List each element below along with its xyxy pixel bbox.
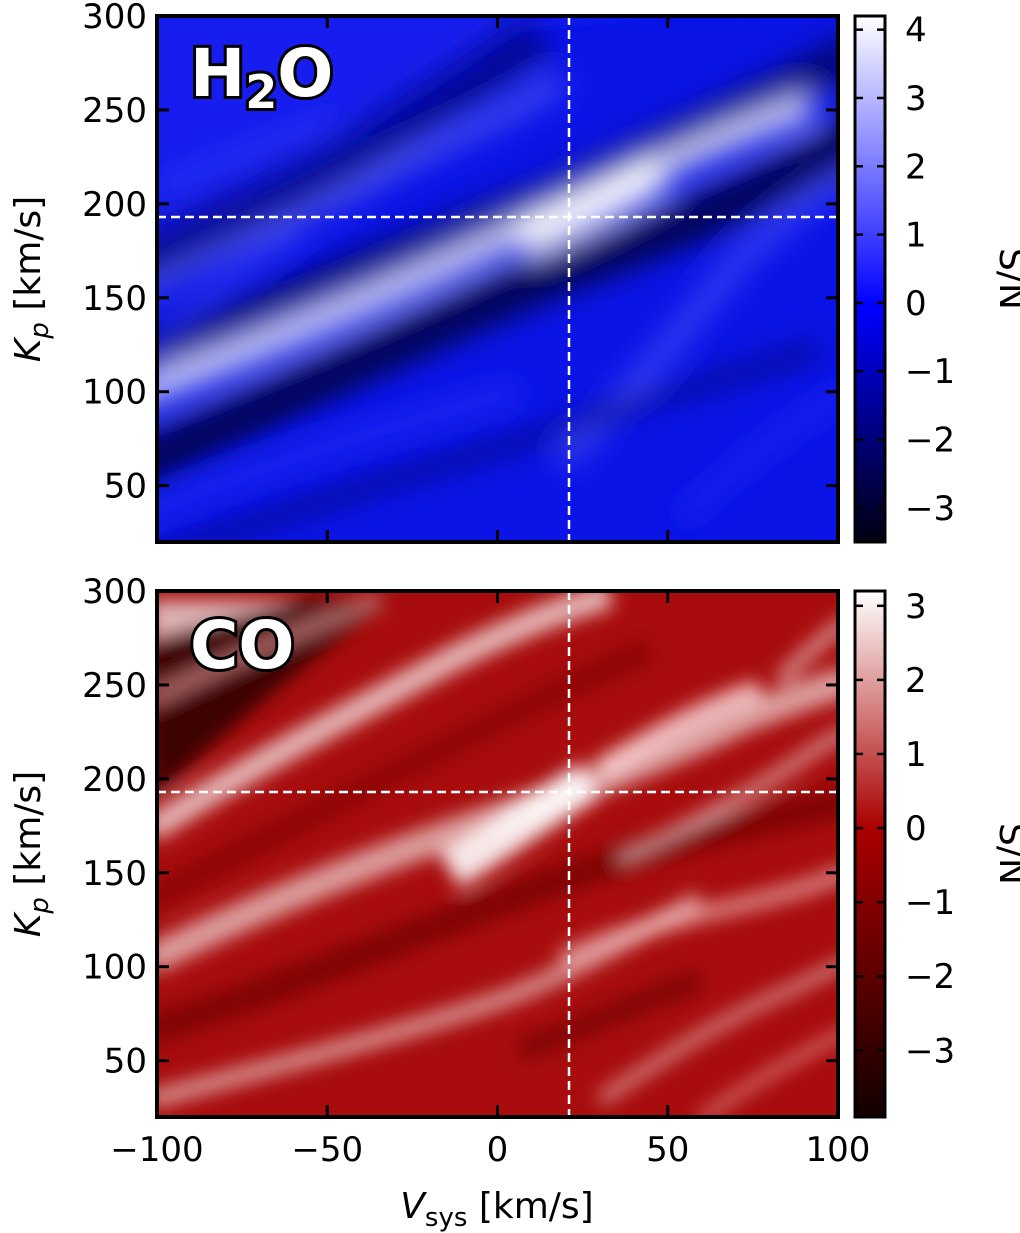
x-axis-label: Vsys [km/s]: [400, 1186, 593, 1233]
x-tick-label: 100: [806, 1130, 871, 1170]
colorbar-tick-label: 1: [905, 216, 927, 256]
molecule-tail: O: [277, 35, 333, 112]
colorbar-tick-label: 2: [905, 147, 927, 187]
x-tick-label: −50: [291, 1130, 363, 1170]
colorbar-co: −3 −2 −1 0 1 2 3: [853, 587, 955, 1119]
y-axis-label-h2o: Kp [km/s]: [8, 196, 55, 362]
colorbar-tick-label: 2: [905, 661, 927, 701]
reference-lines-co: [157, 591, 838, 1117]
colorbar-label-co: S/N: [991, 823, 1020, 885]
y-tick-label: 100: [82, 948, 147, 988]
y-tick-label: 200: [82, 185, 147, 225]
y-tick-label: 300: [82, 0, 147, 37]
colorbar-gradient-h2o: [855, 16, 885, 542]
molecule-sub: 2: [245, 65, 277, 119]
colorbar-gradient-co: [855, 591, 885, 1117]
colorbar-tick-label: 3: [905, 79, 927, 119]
y-tick-label: 150: [82, 279, 147, 319]
colorbar-tick-label: −1: [905, 352, 955, 392]
y-tick-label: 50: [104, 1042, 147, 1082]
molecule-label-h2o: H2O: [190, 35, 333, 119]
y-tick-label: 250: [82, 91, 147, 131]
colorbar-tick-label: −3: [905, 489, 955, 529]
plot-frame-h2o: [155, 14, 840, 544]
plot-frame-co: [155, 589, 840, 1119]
molecule-main: CO: [190, 607, 295, 684]
colorbar-tick-label: −1: [905, 883, 955, 923]
y-tick-label: 300: [82, 572, 147, 612]
y-tick-label: 200: [82, 760, 147, 800]
colorbar-tick-label: −2: [905, 957, 955, 997]
molecule-label-co: CO: [190, 607, 295, 684]
x-tick-label: −100: [110, 1130, 203, 1170]
y-axis-label-co: Kp [km/s]: [8, 771, 55, 937]
panel-co: −100 −50 0 50 100 50 100 150 200 250 300 CO −3 −2 −1…: [8, 572, 1020, 1170]
y-tick-label: 50: [104, 467, 147, 507]
colorbar-frame-h2o: [853, 14, 887, 544]
y-tick-label: 150: [82, 854, 147, 894]
y-tick-label: 100: [82, 373, 147, 413]
colorbar-tick-label: 4: [905, 11, 927, 51]
colorbar-tick-label: 0: [905, 284, 927, 324]
axis-ticks-h2o: 50 100 150 200 250 300: [82, 0, 840, 542]
colorbar-tick-label: 3: [905, 587, 927, 627]
heatmap-h2o: [157, 16, 838, 542]
y-tick-label: 250: [82, 666, 147, 706]
colorbar-tick-label: 1: [905, 735, 927, 775]
colorbar-label-h2o: S/N: [991, 248, 1020, 310]
molecule-main: H: [190, 35, 245, 112]
x-tick-label: 0: [487, 1130, 509, 1170]
x-tick-label: 50: [646, 1130, 689, 1170]
colorbar-tick-label: 0: [905, 809, 927, 849]
colorbar-h2o: −3 −2 −1 0 1 2 3 4: [853, 11, 955, 544]
colorbar-tick-label: −2: [905, 421, 955, 461]
colorbar-tick-label: −3: [905, 1031, 955, 1071]
heatmap-co: [157, 591, 838, 1117]
reference-lines-h2o: [157, 16, 838, 542]
colorbar-frame-co: [853, 589, 887, 1119]
